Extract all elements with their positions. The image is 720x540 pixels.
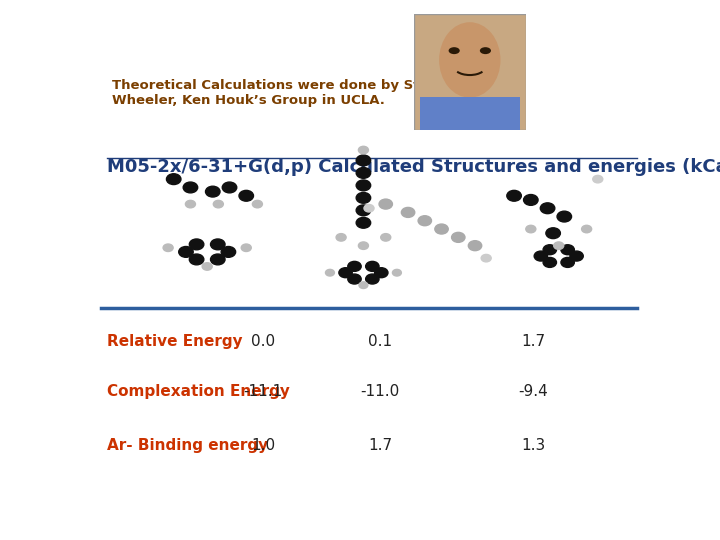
Ellipse shape (439, 22, 500, 98)
Circle shape (221, 246, 235, 258)
Circle shape (336, 234, 346, 241)
Circle shape (582, 225, 592, 233)
Circle shape (239, 191, 253, 201)
Circle shape (366, 261, 379, 272)
Circle shape (359, 242, 369, 249)
Circle shape (356, 192, 371, 203)
Circle shape (253, 200, 262, 208)
Ellipse shape (449, 47, 460, 54)
Text: Ar- Binding energy: Ar- Binding energy (107, 438, 268, 453)
Text: 1.7: 1.7 (521, 334, 546, 349)
Circle shape (222, 182, 237, 193)
Circle shape (189, 239, 204, 250)
Text: M05-2x/6-31+G(d,p) Calculated Structures and energies (kCal/mol): M05-2x/6-31+G(d,p) Calculated Structures… (107, 158, 720, 177)
Circle shape (348, 274, 361, 284)
Text: Theoretical Calculations were done by Steven
Wheeler, Ken Houk’s Group in UCLA.: Theoretical Calculations were done by St… (112, 79, 456, 107)
Circle shape (392, 269, 401, 276)
Circle shape (364, 205, 374, 212)
Circle shape (379, 199, 392, 209)
Text: Relative Energy: Relative Energy (107, 334, 243, 349)
Text: 1.3: 1.3 (521, 438, 546, 453)
Circle shape (381, 234, 391, 241)
Circle shape (348, 261, 361, 272)
Circle shape (356, 218, 371, 228)
Circle shape (213, 200, 223, 208)
Circle shape (543, 245, 557, 255)
Circle shape (356, 205, 371, 216)
Circle shape (183, 182, 198, 193)
Text: -11.0: -11.0 (361, 384, 400, 399)
Circle shape (366, 274, 379, 284)
Text: 1.0: 1.0 (251, 438, 275, 453)
Circle shape (593, 176, 603, 183)
Text: 1.7: 1.7 (368, 438, 392, 453)
Circle shape (163, 244, 173, 252)
Circle shape (189, 254, 204, 265)
Circle shape (241, 244, 251, 252)
Circle shape (507, 191, 521, 201)
Circle shape (468, 241, 482, 251)
Circle shape (339, 268, 352, 278)
Circle shape (359, 146, 369, 154)
Circle shape (356, 155, 371, 166)
Circle shape (543, 258, 557, 267)
Circle shape (325, 269, 334, 276)
Text: 0.1: 0.1 (368, 334, 392, 349)
Circle shape (554, 242, 564, 249)
Circle shape (540, 203, 555, 214)
Circle shape (359, 282, 368, 288)
Circle shape (186, 200, 195, 208)
Circle shape (570, 251, 583, 261)
Text: -11.1: -11.1 (243, 384, 283, 399)
Circle shape (561, 245, 575, 255)
Circle shape (166, 174, 181, 185)
Circle shape (523, 194, 538, 205)
Circle shape (356, 180, 371, 191)
Circle shape (179, 246, 193, 258)
Circle shape (210, 254, 225, 265)
Circle shape (205, 186, 220, 197)
Circle shape (526, 225, 536, 233)
Circle shape (481, 254, 491, 262)
Circle shape (557, 211, 572, 222)
Circle shape (534, 251, 548, 261)
Text: 0.0: 0.0 (251, 334, 275, 349)
Text: Complexation Energy: Complexation Energy (107, 384, 289, 399)
Circle shape (451, 232, 465, 242)
Circle shape (374, 268, 388, 278)
Circle shape (401, 207, 415, 218)
FancyBboxPatch shape (414, 14, 526, 130)
Circle shape (202, 263, 212, 270)
Circle shape (356, 167, 371, 178)
Circle shape (561, 258, 575, 267)
Circle shape (210, 239, 225, 250)
Circle shape (418, 216, 431, 226)
FancyBboxPatch shape (420, 97, 520, 130)
Circle shape (435, 224, 449, 234)
Text: -9.4: -9.4 (518, 384, 549, 399)
Ellipse shape (480, 47, 491, 54)
Circle shape (546, 228, 560, 239)
